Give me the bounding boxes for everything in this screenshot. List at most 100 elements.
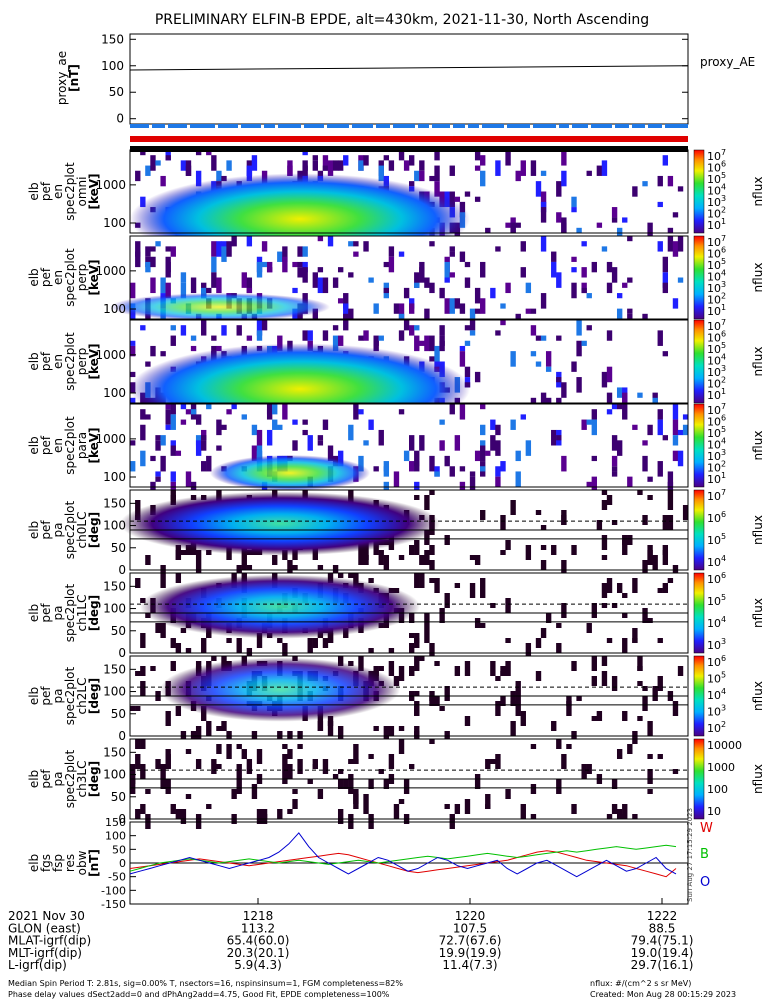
proxy-ae-frame	[129, 33, 689, 125]
colorbar-tick-label: 107	[707, 318, 726, 333]
y-axis-label-line: spec2plot	[63, 666, 77, 725]
colorbar-tick-label: 10000	[707, 739, 742, 752]
ytick-label: 1000	[95, 264, 126, 278]
footer-units: nflux: #/(cm^2 s sr MeV)	[590, 979, 691, 988]
footer-value: 29.7(16.1)	[631, 958, 694, 972]
colorbar-tick-label: 100	[707, 783, 728, 796]
fgm-coverage-segment	[468, 124, 479, 128]
ytick-label: 50	[111, 541, 126, 555]
y-axis-label-line: pef	[39, 686, 53, 706]
ytick-label: 150	[103, 662, 126, 676]
mag-series-W	[129, 850, 677, 878]
fgm-coverage-segment	[218, 124, 238, 128]
flux-enhancement	[140, 574, 420, 639]
colorbar-tick-label: 105	[707, 593, 726, 608]
epde-coverage-bar	[130, 136, 688, 142]
colorbar-tick-label: 106	[707, 571, 726, 586]
y-axis-label-line: spec2plot	[63, 248, 77, 307]
y-axis-label-line: elb	[27, 604, 41, 622]
y-axis-label-line: obw	[75, 850, 89, 875]
flux-enhancement	[160, 657, 400, 722]
y-axis-label-line: en	[51, 354, 65, 369]
panel-frame	[129, 403, 689, 488]
proxy-ytick-label: 100	[101, 59, 124, 73]
colorbar-tick-label: 104	[707, 269, 726, 284]
ytick-label: 100	[103, 386, 126, 400]
fgm-coverage-segment	[632, 124, 645, 128]
y-axis-label-line: pa	[51, 689, 65, 704]
mag-legend-B: B	[700, 847, 709, 862]
y-axis-label-line: pef	[39, 769, 53, 789]
pa-panel-3: 150 100 50 0 10000 1000 100 10 nflux elbpefpaspec…	[27, 738, 765, 829]
colorbar-tick-label: 104	[707, 183, 726, 198]
fgm-coverage-segment	[591, 124, 612, 128]
fgm-coverage-segment	[264, 124, 275, 128]
y-axis-label-line: elb	[27, 268, 41, 286]
ytick-label: 1000	[95, 348, 126, 362]
colorbar-tick-label: 104	[707, 554, 726, 569]
colorbar-tick-label: 103	[707, 194, 726, 209]
y-axis-label-line: [keV]	[87, 259, 101, 295]
colorbar-label: nflux	[751, 347, 765, 377]
colorbar	[693, 738, 705, 820]
y-axis-label-line: res	[63, 854, 77, 872]
ytick-label: 100	[103, 602, 126, 616]
fgm-coverage-segment	[376, 124, 390, 128]
colorbar-tick-label: 103	[707, 704, 726, 719]
y-axis-label-line: spec2plot	[63, 749, 77, 808]
fgm-coverage-segment	[533, 124, 556, 128]
y-axis-label-line: ch0LC	[75, 512, 89, 549]
mag-ytick-label: -50	[108, 871, 126, 884]
ytick-label: 50	[111, 624, 126, 638]
colorbar-tick-label: 106	[707, 414, 726, 429]
footer-value: 1220	[455, 909, 486, 923]
colorbar-tick-label: 104	[707, 353, 726, 368]
fgm-coverage-segment	[665, 124, 688, 128]
ytick-label: 100	[103, 302, 126, 316]
footer-row-label: 2021 Nov 30	[8, 909, 85, 923]
proxy-ae-panel: 150 100 50 0 proxy_AE proxy_ae[nT]	[55, 32, 755, 125]
fgm-coverage-segment	[648, 124, 662, 128]
proxy-ae-legend: proxy_AE	[700, 55, 755, 69]
colorbar-label: nflux	[751, 764, 765, 794]
ytick-label: 150	[103, 579, 126, 593]
colorbar-tick-label: 102	[707, 292, 726, 307]
footer-ephemeris: 2021 Nov 30 1218 1220 1222 GLON (east) 113.2 1…	[8, 909, 736, 999]
footer-row-label: MLT-igrf(dip)	[8, 946, 82, 960]
footer-value: 11.4(7.3)	[442, 958, 497, 972]
fgm-coverage-segment	[190, 124, 215, 128]
energy-panel-2: 1000100107106105104103102101nfluxelbpefe…	[27, 318, 765, 435]
y-axis-label-line: ch2LC	[75, 678, 89, 715]
footer-row-label: GLON (east)	[8, 921, 81, 935]
y-axis-label-line: pef	[39, 267, 53, 287]
fgm-coverage-segment	[393, 124, 415, 128]
y-axis-label-line: [keV]	[87, 173, 101, 209]
y-axis-label-line: ch1LC	[75, 595, 89, 632]
y-axis-label-line: proxy_ae	[55, 51, 69, 105]
proxy-ae-line	[129, 65, 689, 71]
ytick-label: 0	[118, 646, 126, 660]
y-axis-label-line: fgs	[39, 854, 53, 872]
mag-ytick-label: 100	[105, 830, 126, 843]
y-axis-label-line: [nT]	[87, 849, 101, 877]
mag-series-B	[129, 844, 677, 872]
proxy-ylabel: proxy_ae[nT]	[55, 51, 81, 105]
y-axis-label-line: spec2plot	[63, 500, 77, 559]
ytick-label: 150	[103, 745, 126, 759]
y-axis-label-line: omni	[75, 177, 89, 207]
mag-side-note: Sun Aug 27 17:15:29 2023	[686, 808, 694, 902]
ytick-label: 100	[103, 519, 126, 533]
colorbar-tick-label: 105	[707, 341, 726, 356]
ytick-label: 100	[103, 768, 126, 782]
fgm-coverage-segment	[168, 124, 187, 128]
colorbar-tick-label: 101	[707, 303, 726, 318]
mag-ytick-label: -100	[101, 884, 126, 897]
energy-panel-1: 1000100107106105104103102101nfluxelbpefe…	[27, 234, 765, 330]
